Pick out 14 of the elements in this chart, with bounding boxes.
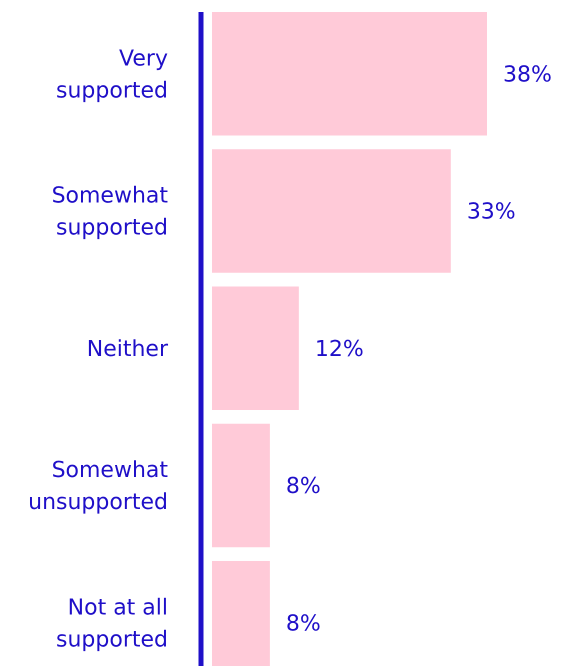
y-tick-label: Neither [86,336,169,362]
bar [212,424,270,548]
data-label: 38% [503,62,552,88]
bar [212,149,451,273]
bar [212,286,299,410]
y-tick-label: Not at all supported [56,595,168,652]
data-label: 12% [314,336,364,362]
y-tick-label: Somewhat supported [52,184,168,241]
y-tick-label: Somewhat unsupported [28,458,168,516]
bar [212,12,487,136]
data-label: 8% [286,474,321,500]
y-tick-label: Very supported [56,46,168,104]
data-label: 8% [286,611,321,636]
data-label: 33% [466,200,516,225]
